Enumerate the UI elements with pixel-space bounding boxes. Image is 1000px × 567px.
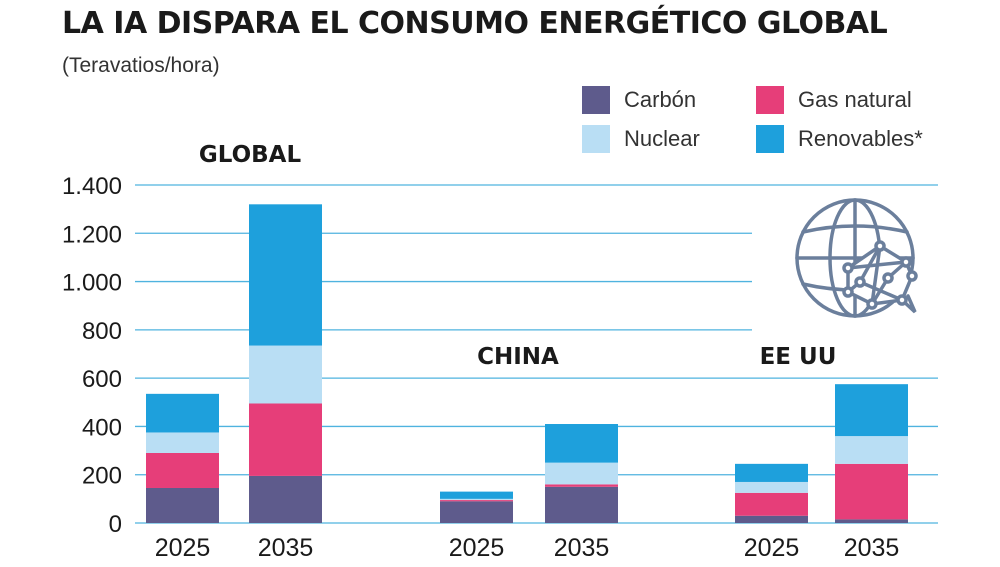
- x-tick-label: 2035: [554, 534, 610, 562]
- legend-swatch-nuclear: [582, 125, 610, 153]
- y-tick-label: 1.200: [62, 221, 122, 248]
- bar-segment: [146, 487, 219, 523]
- globe-network-icon: [795, 198, 918, 318]
- legend-swatch-gas: [756, 86, 784, 114]
- bar-segment: [735, 515, 808, 523]
- legend-swatch-carbon: [582, 86, 610, 114]
- legend-label-renewables: Renovables*: [798, 126, 923, 151]
- bar-segment: [835, 519, 908, 523]
- bar-segment: [545, 424, 618, 463]
- bar-segment: [545, 486, 618, 523]
- bar-segment: [835, 463, 908, 520]
- y-tick-label: 1.000: [62, 270, 122, 297]
- bar-segment: [735, 481, 808, 493]
- legend-item-gas: Gas natural: [756, 86, 912, 114]
- x-tick-label: 2025: [155, 534, 211, 562]
- bar-segment: [440, 498, 513, 501]
- y-tick-label: 200: [82, 463, 122, 490]
- x-tick-label: 2025: [449, 534, 505, 562]
- bar-segment: [146, 432, 219, 453]
- bar-segment: [249, 204, 322, 346]
- bar-segment: [735, 463, 808, 482]
- legend-item-carbon: Carbón: [582, 86, 696, 114]
- legend-label-carbon: Carbón: [624, 87, 697, 112]
- bar-segment: [249, 475, 322, 523]
- legend-label-nuclear: Nuclear: [624, 126, 700, 151]
- bars: [146, 204, 908, 523]
- y-tick-label: 1.400: [62, 173, 122, 200]
- bar-segment: [440, 500, 513, 502]
- legend-swatch-renewables: [756, 125, 784, 153]
- group-labels: GLOBAL CHINA EE UU: [199, 142, 837, 370]
- group-label: GLOBAL: [199, 142, 302, 168]
- y-tick-label: 800: [82, 318, 122, 345]
- chart-title: LA IA DISPARA EL CONSUMO ENERGÉTICO GLOB…: [62, 6, 888, 41]
- bar-segment: [146, 452, 219, 488]
- x-tick-label: 2035: [844, 534, 900, 562]
- y-tick-label: 0: [109, 511, 122, 538]
- chart-subtitle: (Teravatios/hora): [62, 54, 220, 77]
- bar-segment: [440, 491, 513, 499]
- bar-segment: [835, 384, 908, 437]
- bar-segment: [249, 403, 322, 476]
- x-tick-label: 2035: [258, 534, 314, 562]
- bar-segment: [440, 501, 513, 523]
- bar-segment: [545, 462, 618, 485]
- bar-segment: [249, 345, 322, 404]
- y-tick-label: 600: [82, 366, 122, 393]
- x-tick-label: 2025: [744, 534, 800, 562]
- bar-segment: [146, 393, 219, 433]
- y-tick-label: 400: [82, 414, 122, 441]
- x-axis-labels: 2025 2035 2025 2035 2025 2035: [155, 534, 900, 562]
- legend-item-nuclear: Nuclear: [582, 125, 700, 153]
- y-axis-ticks: 0 200 400 600 800 1.000 1.200 1.400: [62, 173, 122, 538]
- legend-label-gas: Gas natural: [798, 87, 912, 112]
- bar-segment: [835, 436, 908, 464]
- group-label: CHINA: [477, 344, 559, 370]
- bar-segment: [545, 484, 618, 487]
- bar-segment: [735, 492, 808, 516]
- legend-item-renewables: Renovables*: [756, 125, 923, 153]
- group-label: EE UU: [760, 344, 837, 370]
